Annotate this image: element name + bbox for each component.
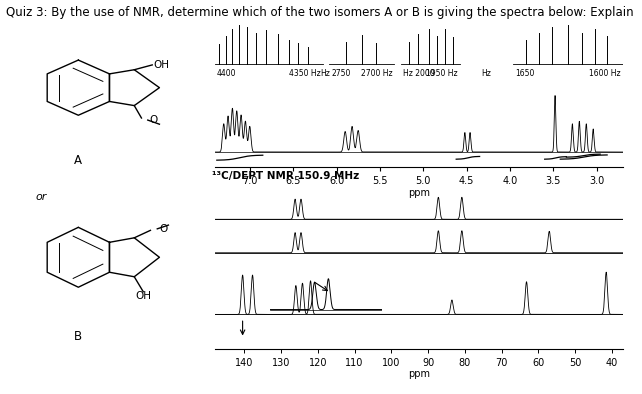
Text: OH: OH xyxy=(135,291,152,301)
Text: ¹³C/DEPT NMR 150.9 MHz: ¹³C/DEPT NMR 150.9 MHz xyxy=(212,171,359,181)
X-axis label: ppm: ppm xyxy=(408,188,430,198)
Text: OH: OH xyxy=(153,60,169,70)
Text: Hz 2000: Hz 2000 xyxy=(403,69,434,78)
Text: 1600 Hz: 1600 Hz xyxy=(589,69,621,78)
Text: 4350 Hz: 4350 Hz xyxy=(290,69,321,78)
Text: Hz: Hz xyxy=(320,69,331,78)
Text: B: B xyxy=(74,330,82,343)
Text: 2700 Hz: 2700 Hz xyxy=(361,69,392,78)
Text: O: O xyxy=(159,224,168,234)
Text: Quiz 3: By the use of NMR, determine which of the two isomers A or B is giving t: Quiz 3: By the use of NMR, determine whi… xyxy=(6,6,634,19)
Text: 1650: 1650 xyxy=(515,69,534,78)
Text: Hz: Hz xyxy=(482,69,491,78)
Text: O: O xyxy=(150,115,158,125)
Text: or: or xyxy=(35,192,47,202)
Text: A: A xyxy=(74,154,82,167)
X-axis label: ppm: ppm xyxy=(408,369,430,379)
Text: 1950 Hz: 1950 Hz xyxy=(426,69,458,78)
Text: 2750: 2750 xyxy=(331,69,351,78)
Text: 4400: 4400 xyxy=(217,69,237,78)
